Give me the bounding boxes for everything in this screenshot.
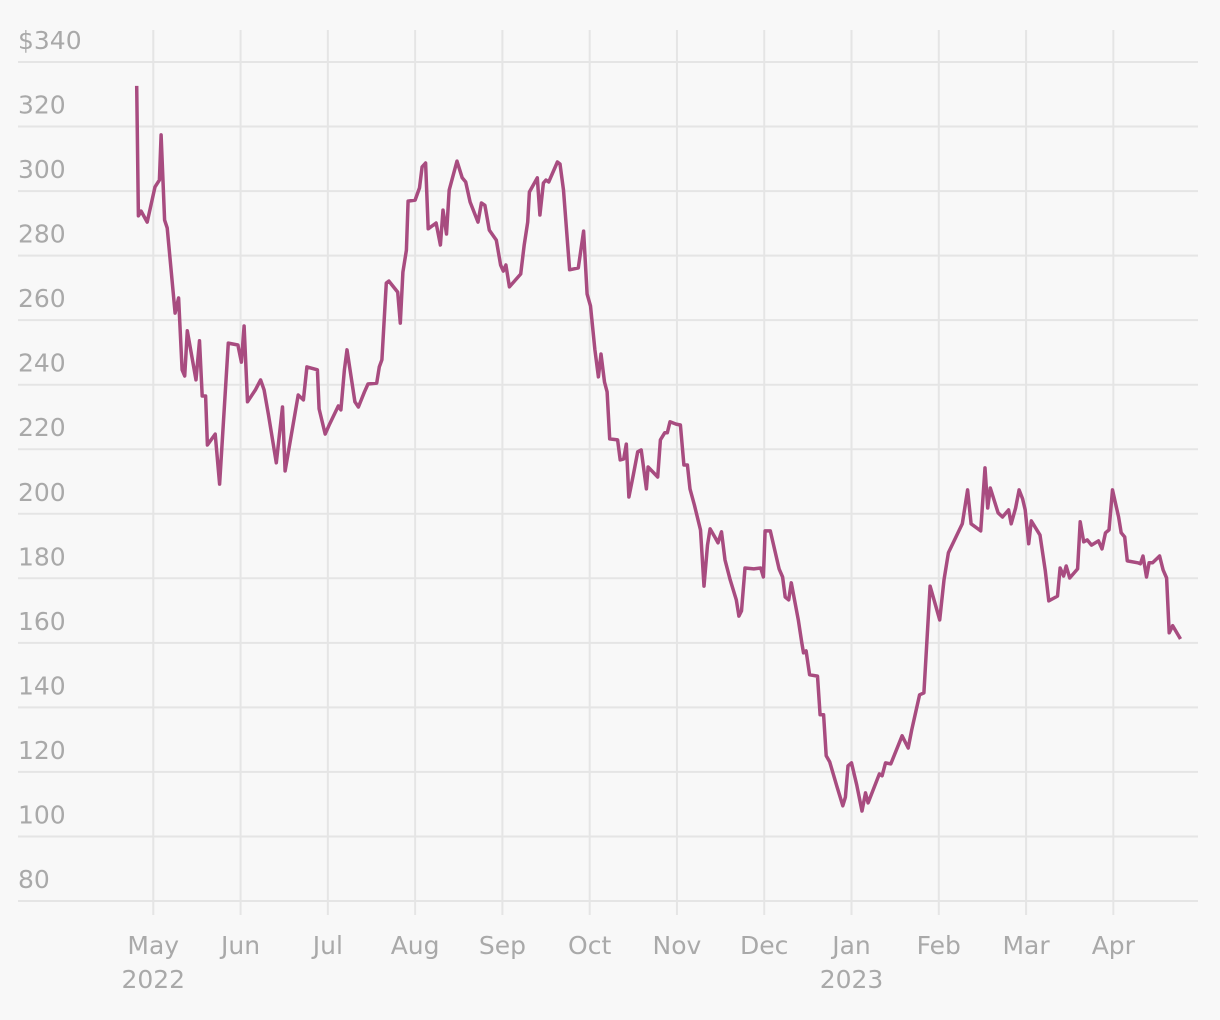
y-tick-label: 120 xyxy=(18,736,66,765)
y-tick-label: 160 xyxy=(18,607,66,636)
x-tick-label: Feb xyxy=(917,931,961,960)
y-tick-label: 200 xyxy=(18,478,66,507)
y-tick-label: 180 xyxy=(18,542,66,571)
x-tick-label: Apr xyxy=(1092,931,1136,960)
x-tick-label: Sep xyxy=(479,931,526,960)
y-tick-label: 320 xyxy=(18,91,66,120)
y-tick-label: $340 xyxy=(18,26,82,55)
x-tick-label: Aug xyxy=(391,931,440,960)
x-tick-label: Jan xyxy=(830,931,871,960)
x-tick-label: Mar xyxy=(1002,931,1050,960)
y-tick-label: 280 xyxy=(18,220,66,249)
x-tick-label: Jul xyxy=(311,931,343,960)
x-tick-label: Jun xyxy=(219,931,260,960)
y-tick-label: 140 xyxy=(18,671,66,700)
y-tick-label: 100 xyxy=(18,800,66,829)
year-label: 2023 xyxy=(820,965,884,994)
year-label: 2022 xyxy=(121,965,185,994)
price-line xyxy=(134,85,1183,813)
x-tick-label: Nov xyxy=(653,931,702,960)
x-tick-label: May xyxy=(127,931,179,960)
y-tick-label: 260 xyxy=(18,284,66,313)
y-tick-label: 220 xyxy=(18,413,66,442)
x-tick-label: Oct xyxy=(568,931,611,960)
y-tick-label: 300 xyxy=(18,155,66,184)
y-tick-label: 240 xyxy=(18,349,66,378)
y-tick-label: 80 xyxy=(18,865,50,894)
x-tick-label: Dec xyxy=(740,931,788,960)
